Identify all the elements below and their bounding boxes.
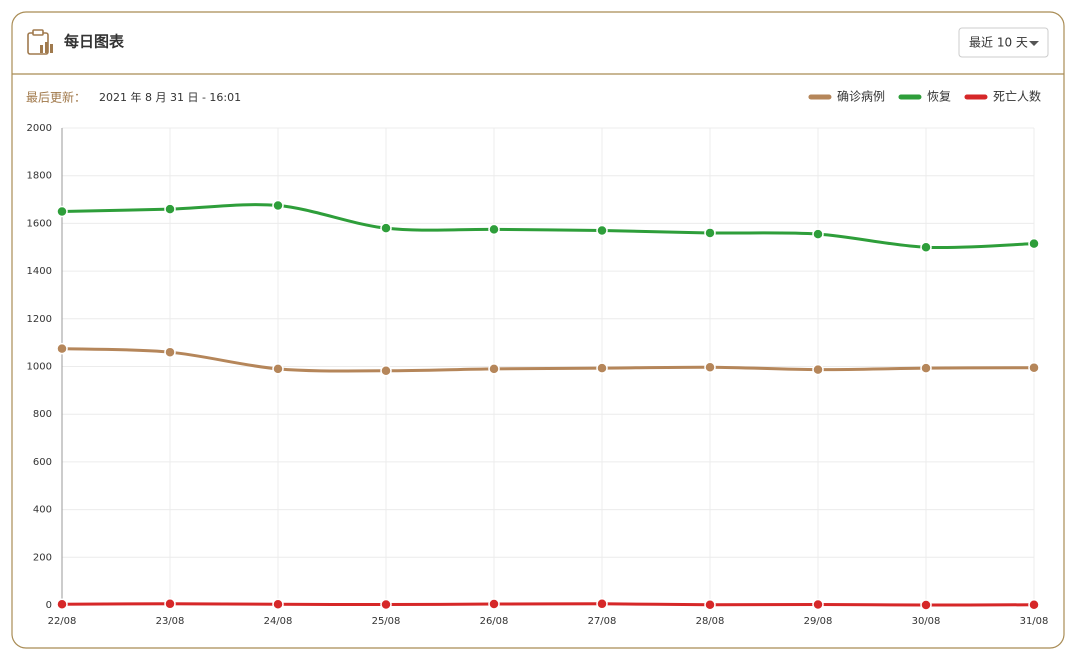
x-tick-label: 30/08 [912,616,941,627]
data-point [380,598,392,611]
x-tick-label: 27/08 [588,616,617,627]
data-point [272,598,284,611]
y-tick-label: 0 [46,600,52,611]
x-tick-label: 25/08 [372,616,401,627]
x-tick-label: 28/08 [696,616,725,627]
series-line [61,203,1035,250]
x-tick-label: 22/08 [48,616,77,627]
legend-label: 恢复 [927,90,951,104]
series-line [61,602,1035,607]
data-point [596,362,608,374]
x-tick-label: 24/08 [264,616,293,627]
data-point [596,598,608,610]
data-point [704,599,716,611]
data-point [164,346,176,358]
card-border [11,11,1065,649]
chart-icon [27,29,53,55]
series-line [61,347,1035,373]
y-tick-label: 800 [33,409,52,420]
data-point [164,598,176,610]
card-title: 每日图表 [64,33,125,51]
update-value: 2021 年 8 月 31 日 - 16:01 [99,90,241,104]
y-tick-label: 1600 [27,218,52,229]
data-point [812,228,824,240]
data-point [812,363,824,376]
data-point [1028,237,1040,250]
data-point [272,199,284,212]
data-point [920,599,932,611]
x-tick-label: 23/08 [156,616,185,627]
data-point [920,241,932,253]
data-point [704,361,716,373]
data-point [1028,361,1040,374]
update-label: 最后更新： [26,90,86,105]
data-point [488,598,500,610]
data-point [380,365,392,377]
data-point [704,227,716,239]
y-tick-label: 1800 [27,171,52,182]
y-tick-label: 2000 [27,123,52,134]
data-point [56,342,68,355]
y-tick-label: 200 [33,552,52,563]
x-tick-label: 31/08 [1020,616,1049,627]
data-point [380,222,392,234]
data-point [56,598,68,611]
range-dropdown[interactable]: 最近 10 天 [958,27,1049,58]
data-point [812,598,824,611]
y-tick-label: 1000 [27,362,52,373]
data-point [488,223,500,236]
y-tick-label: 1200 [27,314,52,325]
data-point [164,203,176,215]
dropdown-label[interactable]: 最近 10 天 [969,36,1028,50]
dropdown-caret[interactable] [1029,41,1039,46]
y-tick-label: 600 [33,457,52,468]
data-point [596,224,608,237]
x-tick-label: 29/08 [804,616,833,627]
data-point [56,205,68,218]
data-point [1028,599,1040,611]
data-point [920,362,932,374]
legend-label: 确诊病例 [837,89,885,104]
legend-label: 死亡人数 [993,89,1041,104]
y-tick-label: 1400 [27,266,52,277]
x-tick-label: 26/08 [480,616,509,627]
y-tick-label: 400 [33,505,52,516]
data-point [488,363,500,375]
dropdown-box[interactable] [958,27,1049,58]
data-point [272,363,284,375]
